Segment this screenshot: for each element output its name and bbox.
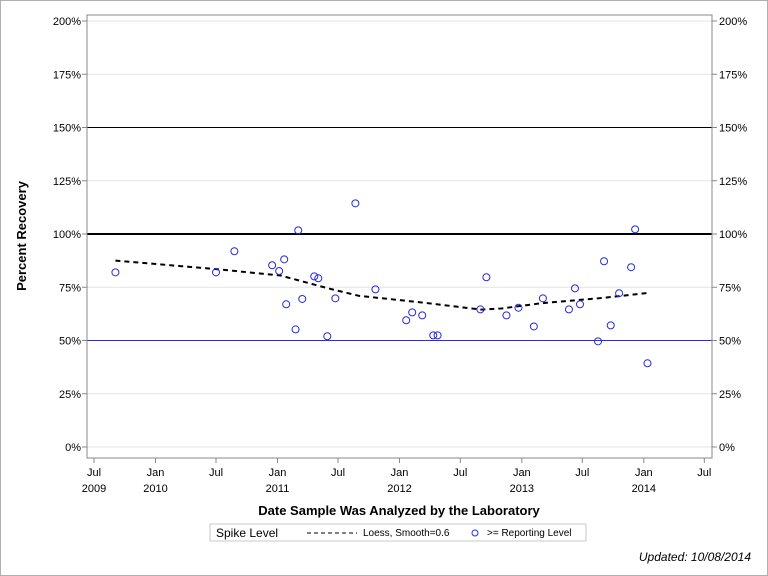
updated-note: Updated: 10/08/2014 [639, 550, 751, 564]
y-tick-label-left: 75% [59, 282, 81, 294]
data-point [331, 294, 340, 303]
data-point [564, 305, 573, 314]
legend-point-swatch [471, 529, 479, 537]
x-tick-label: Jul [575, 467, 589, 479]
data-point [631, 225, 640, 234]
data-point [298, 294, 307, 303]
y-tick-label-right: 100% [719, 229, 747, 241]
data-point [476, 305, 485, 314]
x-axis-label: Date Sample Was Analyzed by the Laborato… [258, 503, 540, 518]
y-axis: 0% 0% 25% 25% 50% 50% 75% 75% 100% 100% 125% 125% 15… [53, 16, 747, 454]
y-tick-label-right: 125% [719, 176, 747, 188]
data-point [594, 337, 603, 346]
plot-frame [86, 14, 713, 459]
legend-box [209, 523, 587, 542]
data-points [111, 199, 652, 368]
data-point [627, 263, 636, 272]
data-point [212, 268, 221, 277]
y-tick-label-right: 75% [719, 282, 741, 294]
y-tick-label-left: 25% [59, 389, 81, 401]
x-tick-label: Jul [209, 467, 223, 479]
y-tick-label-right: 50% [719, 336, 741, 348]
x-tick-label: Jul [331, 467, 345, 479]
data-point [111, 268, 120, 277]
x-tick-label: Jan [391, 467, 409, 479]
legend: Spike Level Loess, Smooth=0.6 >= Reporti… [209, 523, 587, 542]
data-point [371, 285, 380, 294]
x-axis: Jul 2009 Jan 2010 Jul Jan 2011 Jul Jan 2012 Jul Jan… [82, 458, 711, 495]
x-tick-label: Jan [513, 467, 531, 479]
data-point [323, 332, 332, 341]
x-tick-label: Jan [635, 467, 653, 479]
legend-title: Spike Level [216, 526, 278, 540]
data-point [402, 316, 411, 325]
y-tick-label-right: 175% [719, 69, 747, 81]
data-point [282, 300, 291, 309]
y-tick-label-right: 150% [719, 123, 747, 135]
data-point [529, 322, 538, 331]
data-point [606, 321, 615, 330]
data-point [280, 255, 289, 264]
x-tick-year-label: 2010 [143, 483, 167, 495]
x-tick-label: Jul [697, 467, 711, 479]
y-axis-label: Percent Recovery [14, 180, 29, 291]
data-point [575, 300, 584, 309]
loess-curve [115, 259, 648, 311]
data-point [275, 267, 284, 276]
x-tick-label: Jan [147, 467, 165, 479]
x-tick-year-label: 2009 [82, 483, 106, 495]
reference-lines [87, 127, 712, 341]
y-tick-label-left: 150% [53, 123, 81, 135]
y-tick-label-left: 50% [59, 336, 81, 348]
x-tick-year-label: 2014 [632, 483, 656, 495]
y-tick-label-left: 175% [53, 69, 81, 81]
x-tick-label: Jul [453, 467, 467, 479]
legend-loess-label: Loess, Smooth=0.6 [363, 528, 450, 539]
y-tick-label-left: 100% [53, 229, 81, 241]
y-tick-label-right: 200% [719, 16, 747, 28]
y-tick-label-left: 200% [53, 16, 81, 28]
data-point [538, 294, 547, 303]
data-point [314, 274, 323, 283]
data-point [294, 226, 303, 235]
x-tick-label: Jul [87, 467, 101, 479]
data-point [351, 199, 360, 208]
data-point [310, 272, 319, 281]
data-point [230, 247, 239, 256]
data-point [429, 331, 438, 340]
data-point [615, 289, 624, 298]
y-tick-label-right: 25% [719, 389, 741, 401]
data-point [418, 311, 427, 320]
loess-line [115, 259, 648, 311]
data-point [502, 311, 511, 320]
y-tick-label-left: 0% [65, 442, 81, 454]
x-tick-year-label: 2013 [510, 483, 534, 495]
legend-point-label: >= Reporting Level [487, 528, 572, 539]
data-point [291, 325, 300, 334]
y-tick-label-left: 125% [53, 176, 81, 188]
data-point [514, 303, 523, 312]
data-point [600, 257, 609, 266]
x-tick-year-label: 2012 [387, 483, 411, 495]
data-point [570, 284, 579, 293]
data-point [643, 359, 652, 368]
x-tick-year-label: 2011 [266, 483, 290, 495]
x-tick-label: Jan [269, 467, 287, 479]
y-tick-label-right: 0% [719, 442, 735, 454]
data-point [268, 261, 277, 270]
data-point [408, 308, 417, 317]
data-point [433, 331, 442, 340]
data-point [482, 273, 491, 282]
